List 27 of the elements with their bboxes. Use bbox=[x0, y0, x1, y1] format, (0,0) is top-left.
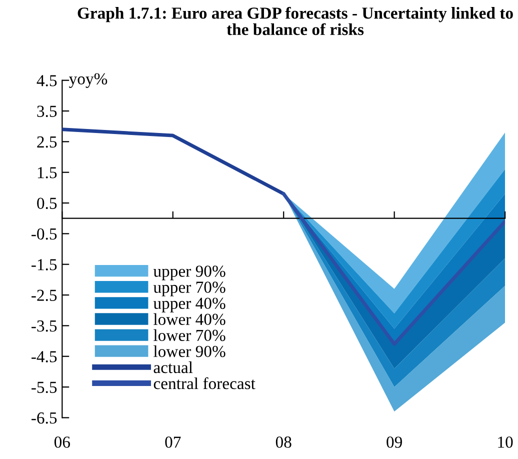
y-tick-label: 0.5 bbox=[37, 198, 57, 210]
legend-label: upper 70% bbox=[153, 282, 226, 296]
y-tick-label: -0.5 bbox=[32, 228, 57, 240]
legend-label: lower 40% bbox=[154, 313, 226, 326]
legend-label: upper 40% bbox=[153, 298, 226, 312]
x-tick-label: 10 bbox=[498, 436, 513, 448]
legend-label: central forecast bbox=[154, 377, 256, 390]
x-tick-label: 07 bbox=[165, 436, 181, 448]
y-tick-label: -2.5 bbox=[32, 290, 57, 302]
y-tick-label: 2.5 bbox=[37, 136, 57, 148]
y-tick-label: -3.5 bbox=[32, 320, 57, 332]
legend-label: upper 90% bbox=[153, 266, 226, 280]
y-tick-label: -6.5 bbox=[32, 412, 57, 424]
x-tick-label: 06 bbox=[54, 436, 70, 448]
x-tick-label: 09 bbox=[386, 436, 402, 448]
y-tick-label: 3.5 bbox=[37, 106, 57, 118]
y-axis-title: yoy% bbox=[69, 73, 108, 88]
legend-label: actual bbox=[154, 361, 193, 374]
y-tick-label: -4.5 bbox=[32, 351, 57, 362]
legend-label: lower 70% bbox=[154, 329, 226, 342]
y-tick-label: 1.5 bbox=[38, 167, 57, 178]
y-tick-label: -5.5 bbox=[32, 382, 57, 394]
y-tick-label: 4.5 bbox=[36, 75, 57, 86]
legend-label: lower 90% bbox=[154, 345, 226, 358]
chart-title: Graph 1.7.1: Euro area GDP forecasts - Uncertainty linked to the balance of risks bbox=[78, 6, 513, 36]
y-tick-label: -1.5 bbox=[32, 259, 57, 270]
x-tick-label: 08 bbox=[276, 436, 292, 448]
